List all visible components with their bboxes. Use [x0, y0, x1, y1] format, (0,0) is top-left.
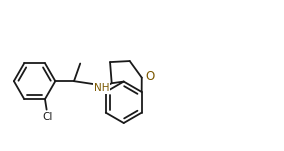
Text: NH: NH: [94, 83, 109, 93]
Text: O: O: [145, 70, 155, 83]
Text: Cl: Cl: [42, 112, 53, 122]
